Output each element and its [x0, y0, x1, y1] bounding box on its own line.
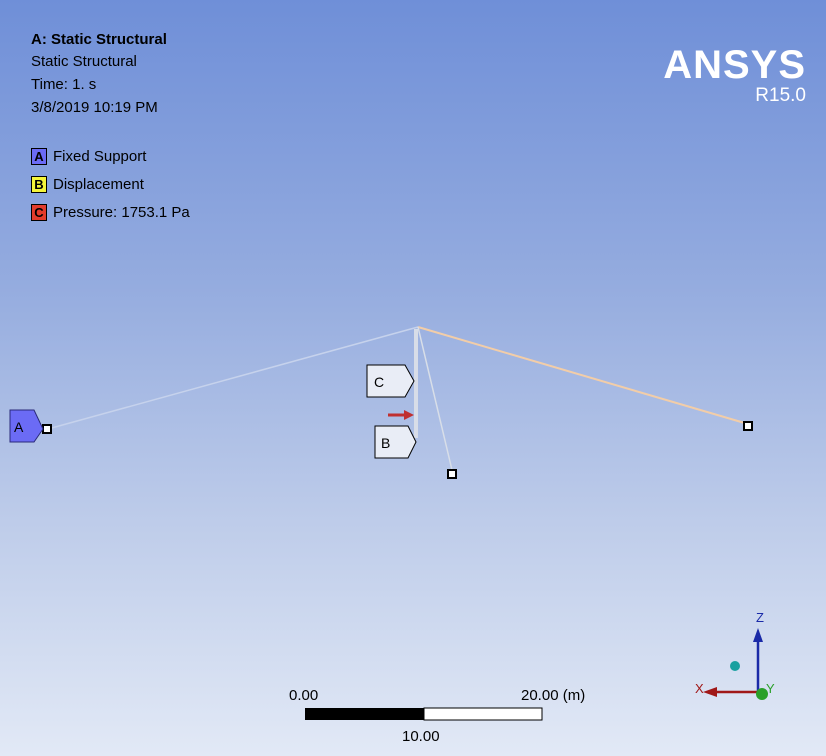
z-axis-label: Z: [756, 610, 764, 625]
scale-bar-dark-segment: [305, 708, 424, 720]
brand-name: ANSYS: [663, 43, 806, 87]
legend-item-displacement[interactable]: B Displacement: [31, 174, 144, 194]
axis-triad[interactable]: Z X Y: [695, 610, 775, 700]
node-right[interactable]: [743, 421, 753, 431]
legend-label-displacement: Displacement: [53, 175, 144, 193]
scale-bar-start-label: 0.00: [289, 687, 319, 704]
node-bottom[interactable]: [447, 469, 457, 479]
beam-right[interactable]: [417, 326, 749, 425]
legend-swatch-b: B: [31, 175, 47, 193]
callout-label-b: B: [381, 435, 390, 451]
legend-item-fixed-support[interactable]: A Fixed Support: [31, 146, 146, 166]
y-axis-dot: [756, 688, 768, 700]
callout-displacement[interactable]: B: [374, 425, 417, 459]
callout-label-c: C: [374, 374, 384, 390]
node-left[interactable]: [42, 424, 52, 434]
brand-version: R15.0: [755, 85, 806, 106]
scale-bar-light-segment: [423, 707, 543, 721]
analysis-type: Static Structural: [31, 53, 137, 70]
scale-bar: [305, 707, 543, 721]
pressure-arrow-head: [404, 410, 414, 420]
callout-label-a: A: [14, 419, 24, 435]
timestamp-label: 3/8/2019 10:19 PM: [31, 99, 158, 116]
x-axis-label: X: [695, 681, 704, 696]
x-axis-arrowhead: [703, 687, 717, 697]
callout-pressure[interactable]: C: [366, 364, 415, 398]
legend-item-pressure[interactable]: C Pressure: 1753.1 Pa: [31, 202, 190, 222]
time-label: Time: 1. s: [31, 76, 97, 93]
y-axis-label: Y: [766, 681, 775, 696]
scale-bar-mid-label: 10.00: [402, 728, 440, 745]
z-axis-arrowhead: [753, 628, 763, 642]
beam-diagonal[interactable]: [417, 326, 453, 471]
scale-bar-end-label: 20.00 (m): [521, 687, 586, 704]
legend-label-pressure: Pressure: 1753.1 Pa: [53, 203, 190, 221]
iso-view-ball[interactable]: [730, 661, 740, 671]
ansys-logo: ANSYS R15.0: [663, 44, 806, 106]
beam-left[interactable]: [47, 326, 419, 430]
legend-label-fixed-support: Fixed Support: [53, 147, 147, 165]
legend-swatch-c: C: [31, 203, 47, 221]
legend-swatch-a: A: [31, 147, 47, 165]
callout-fixed-support[interactable]: A: [9, 409, 44, 443]
analysis-title: A: Static Structural: [31, 31, 167, 48]
